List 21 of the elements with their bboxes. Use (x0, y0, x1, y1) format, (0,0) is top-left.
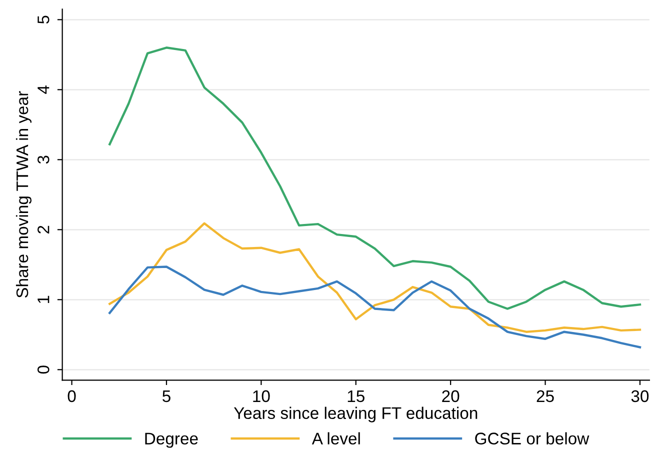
x-tick-label: 15 (348, 390, 364, 402)
x-axis-title: Years since leaving FT education (234, 406, 478, 422)
line-series (108, 222, 642, 333)
x-tick-label: 20 (442, 390, 460, 402)
y-tick-label: 4 (38, 86, 50, 94)
x-tick-label: 0 (68, 390, 76, 402)
x-tick-label: 25 (536, 390, 554, 402)
line-series (108, 46, 642, 310)
y-tick-label: 1 (38, 296, 50, 304)
y-tick-label: 0 (38, 366, 50, 374)
x-tick-label: 30 (631, 390, 649, 402)
line-series (108, 266, 642, 348)
x-tick-label: 10 (253, 390, 270, 402)
legend-label: A level (312, 432, 360, 444)
legend-label: Degree (145, 432, 198, 448)
y-tick-label: 5 (38, 16, 50, 24)
legend-label: GCSE or below (475, 432, 590, 444)
x-tick-label: 5 (162, 390, 170, 402)
y-tick-label: 3 (38, 156, 50, 164)
y-axis-title: Share moving TTWA in year (16, 91, 32, 298)
y-tick-label: 2 (38, 226, 50, 234)
